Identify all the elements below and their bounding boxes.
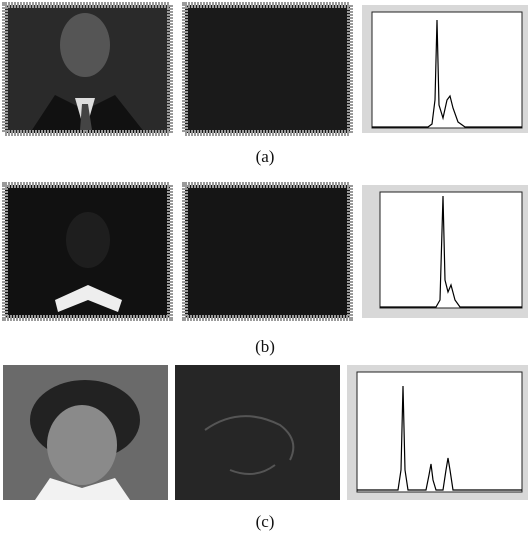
row-b bbox=[2, 182, 528, 321]
image-border bbox=[182, 182, 353, 321]
shirt bbox=[35, 478, 130, 500]
histogram-plot bbox=[356, 371, 523, 493]
edge-texture bbox=[204, 415, 295, 475]
face bbox=[66, 212, 110, 268]
image-border bbox=[2, 182, 173, 321]
histogram-curve bbox=[372, 19, 522, 128]
tie bbox=[80, 104, 92, 130]
face bbox=[60, 13, 110, 77]
image-processed bbox=[185, 5, 350, 133]
image-border bbox=[182, 2, 353, 136]
collar bbox=[55, 285, 122, 312]
row-a bbox=[2, 2, 528, 136]
histogram-curve bbox=[357, 385, 522, 491]
histogram-curve bbox=[380, 195, 522, 308]
row-c bbox=[3, 365, 528, 500]
image-processed bbox=[185, 185, 350, 318]
caption-label: (b) bbox=[255, 337, 275, 356]
caption-label: (c) bbox=[256, 512, 275, 531]
image-border bbox=[2, 2, 173, 136]
caption-label: (a) bbox=[256, 147, 275, 166]
image-processed bbox=[175, 365, 340, 500]
histogram-plot bbox=[371, 11, 523, 129]
face bbox=[47, 405, 117, 485]
histogram-plot bbox=[379, 191, 523, 309]
